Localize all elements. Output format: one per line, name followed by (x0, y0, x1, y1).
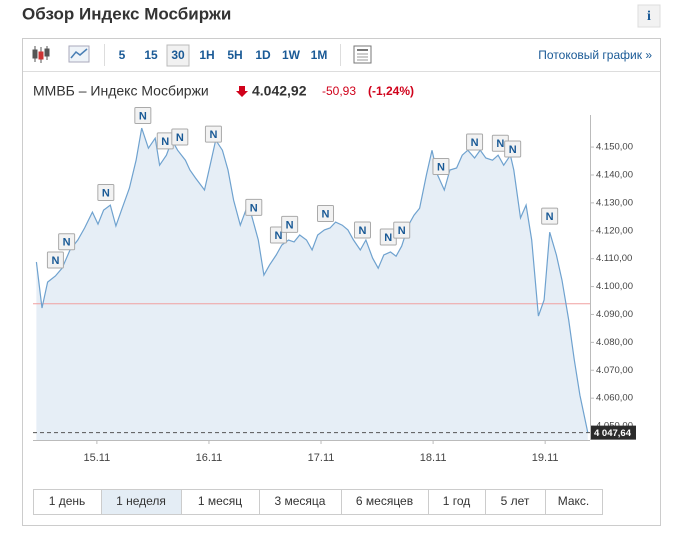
news-marker[interactable] (134, 106, 152, 124)
y-tick-label: 4.060,00 (596, 393, 633, 404)
x-tick-label: 16.11 (196, 452, 223, 464)
range-bar: 1 день 1 неделя 1 месяц 3 месяца 6 месяцев 1 … (33, 489, 603, 515)
news-label[interactable]: N (496, 138, 504, 150)
interval-button[interactable]: 1M (311, 48, 328, 62)
news-marker[interactable] (97, 183, 115, 201)
news-marker[interactable] (466, 133, 484, 151)
news-marker[interactable] (204, 125, 222, 143)
down-arrow (236, 86, 248, 97)
interval-button[interactable]: 1W (282, 48, 301, 62)
x-tick-label: 19.11 (532, 452, 559, 464)
news-label[interactable]: N (398, 225, 406, 237)
news-label[interactable]: N (161, 136, 169, 148)
news-marker[interactable] (171, 128, 189, 146)
y-tick-label: 4.150,00 (596, 142, 633, 153)
news-label[interactable]: N (274, 230, 282, 242)
news-label[interactable]: N (102, 187, 110, 199)
news-label[interactable]: N (509, 144, 517, 156)
range-label[interactable]: 1 день (49, 494, 86, 508)
interval-button[interactable]: 1H (199, 48, 214, 62)
change: -50,93 (322, 84, 356, 98)
range-label[interactable]: 3 месяца (275, 494, 326, 508)
news-marker[interactable] (317, 205, 335, 223)
widget-frame (22, 38, 661, 526)
interval-button[interactable]: 5H (227, 48, 242, 62)
news-marker[interactable] (432, 158, 450, 176)
info-button[interactable] (637, 4, 661, 28)
table-icon[interactable] (353, 45, 372, 64)
current-label: 4 047,64 (594, 428, 632, 439)
interval-button[interactable]: 1D (255, 48, 271, 62)
news-marker[interactable] (281, 215, 299, 233)
y-tick-label: 4.090,00 (596, 309, 633, 320)
streaming-link[interactable]: Потоковый график » (538, 48, 652, 62)
news-label[interactable]: N (286, 219, 294, 231)
candle-icon[interactable] (32, 46, 50, 63)
y-tick-label: 4.120,00 (596, 225, 633, 236)
interval-button[interactable]: 30 (171, 48, 185, 62)
news-label[interactable]: N (139, 110, 147, 122)
news-label[interactable]: N (437, 161, 445, 173)
x-tick-label: 17.11 (308, 452, 335, 464)
range-button[interactable] (428, 489, 486, 515)
range-label[interactable]: 1 месяц (198, 494, 242, 508)
range-label[interactable]: 5 лет (501, 494, 530, 508)
news-marker[interactable] (58, 233, 76, 251)
news-label[interactable]: N (546, 211, 554, 223)
area-icon[interactable] (68, 45, 90, 63)
y-tick-label: 4.130,00 (596, 197, 633, 208)
range-label[interactable]: 1 год (443, 494, 471, 508)
news-marker[interactable] (504, 140, 522, 158)
news-label[interactable]: N (63, 237, 71, 249)
range-label[interactable]: 6 месяцев (356, 494, 413, 508)
range-button[interactable] (341, 489, 429, 515)
news-label[interactable]: N (384, 232, 392, 244)
x-tick-label: 18.11 (420, 452, 447, 464)
current-badge (591, 425, 636, 440)
news-label[interactable]: N (359, 225, 367, 237)
interval-button[interactable]: 5 (119, 48, 126, 62)
range-label[interactable]: Макс. (558, 494, 590, 508)
change-percent: (-1,24%) (368, 84, 414, 98)
range-label[interactable]: 1 неделя (116, 494, 166, 508)
range-button[interactable] (181, 489, 260, 515)
news-marker[interactable] (353, 221, 371, 239)
range-button[interactable] (545, 489, 603, 515)
news-marker[interactable] (46, 251, 64, 269)
range-button[interactable] (101, 489, 182, 515)
news-label[interactable]: N (51, 255, 59, 267)
y-tick-label: 4.100,00 (596, 281, 633, 292)
plot: Investing.com4.050,004.060,004.070,004.0… (33, 106, 636, 464)
price: 4.042,92 (252, 83, 307, 99)
widget-title: Обзор Индекс Мосбиржи (22, 4, 231, 23)
area (36, 128, 588, 440)
news-marker[interactable] (541, 207, 559, 225)
news-label[interactable]: N (176, 132, 184, 144)
news-label[interactable]: N (250, 202, 258, 214)
y-tick-label: 4.070,00 (596, 365, 633, 376)
news-label[interactable]: N (322, 208, 330, 220)
news-marker[interactable] (393, 221, 411, 239)
interval-button[interactable]: 15 (144, 48, 158, 62)
price-line (35, 127, 589, 433)
y-tick-label: 4.110,00 (596, 253, 632, 264)
range-button[interactable] (259, 489, 342, 515)
interval-selected[interactable] (166, 44, 190, 67)
instrument-name: ММВБ – Индекс Мосбиржи (33, 83, 209, 99)
y-tick-label: 4.080,00 (596, 337, 633, 348)
info-icon[interactable]: i (647, 9, 651, 24)
news-marker[interactable] (245, 198, 263, 216)
news-label[interactable]: N (209, 129, 217, 141)
x-tick-label: 15.11 (84, 452, 111, 464)
news-label[interactable]: N (471, 137, 479, 149)
y-tick-label: 4.140,00 (596, 169, 633, 180)
